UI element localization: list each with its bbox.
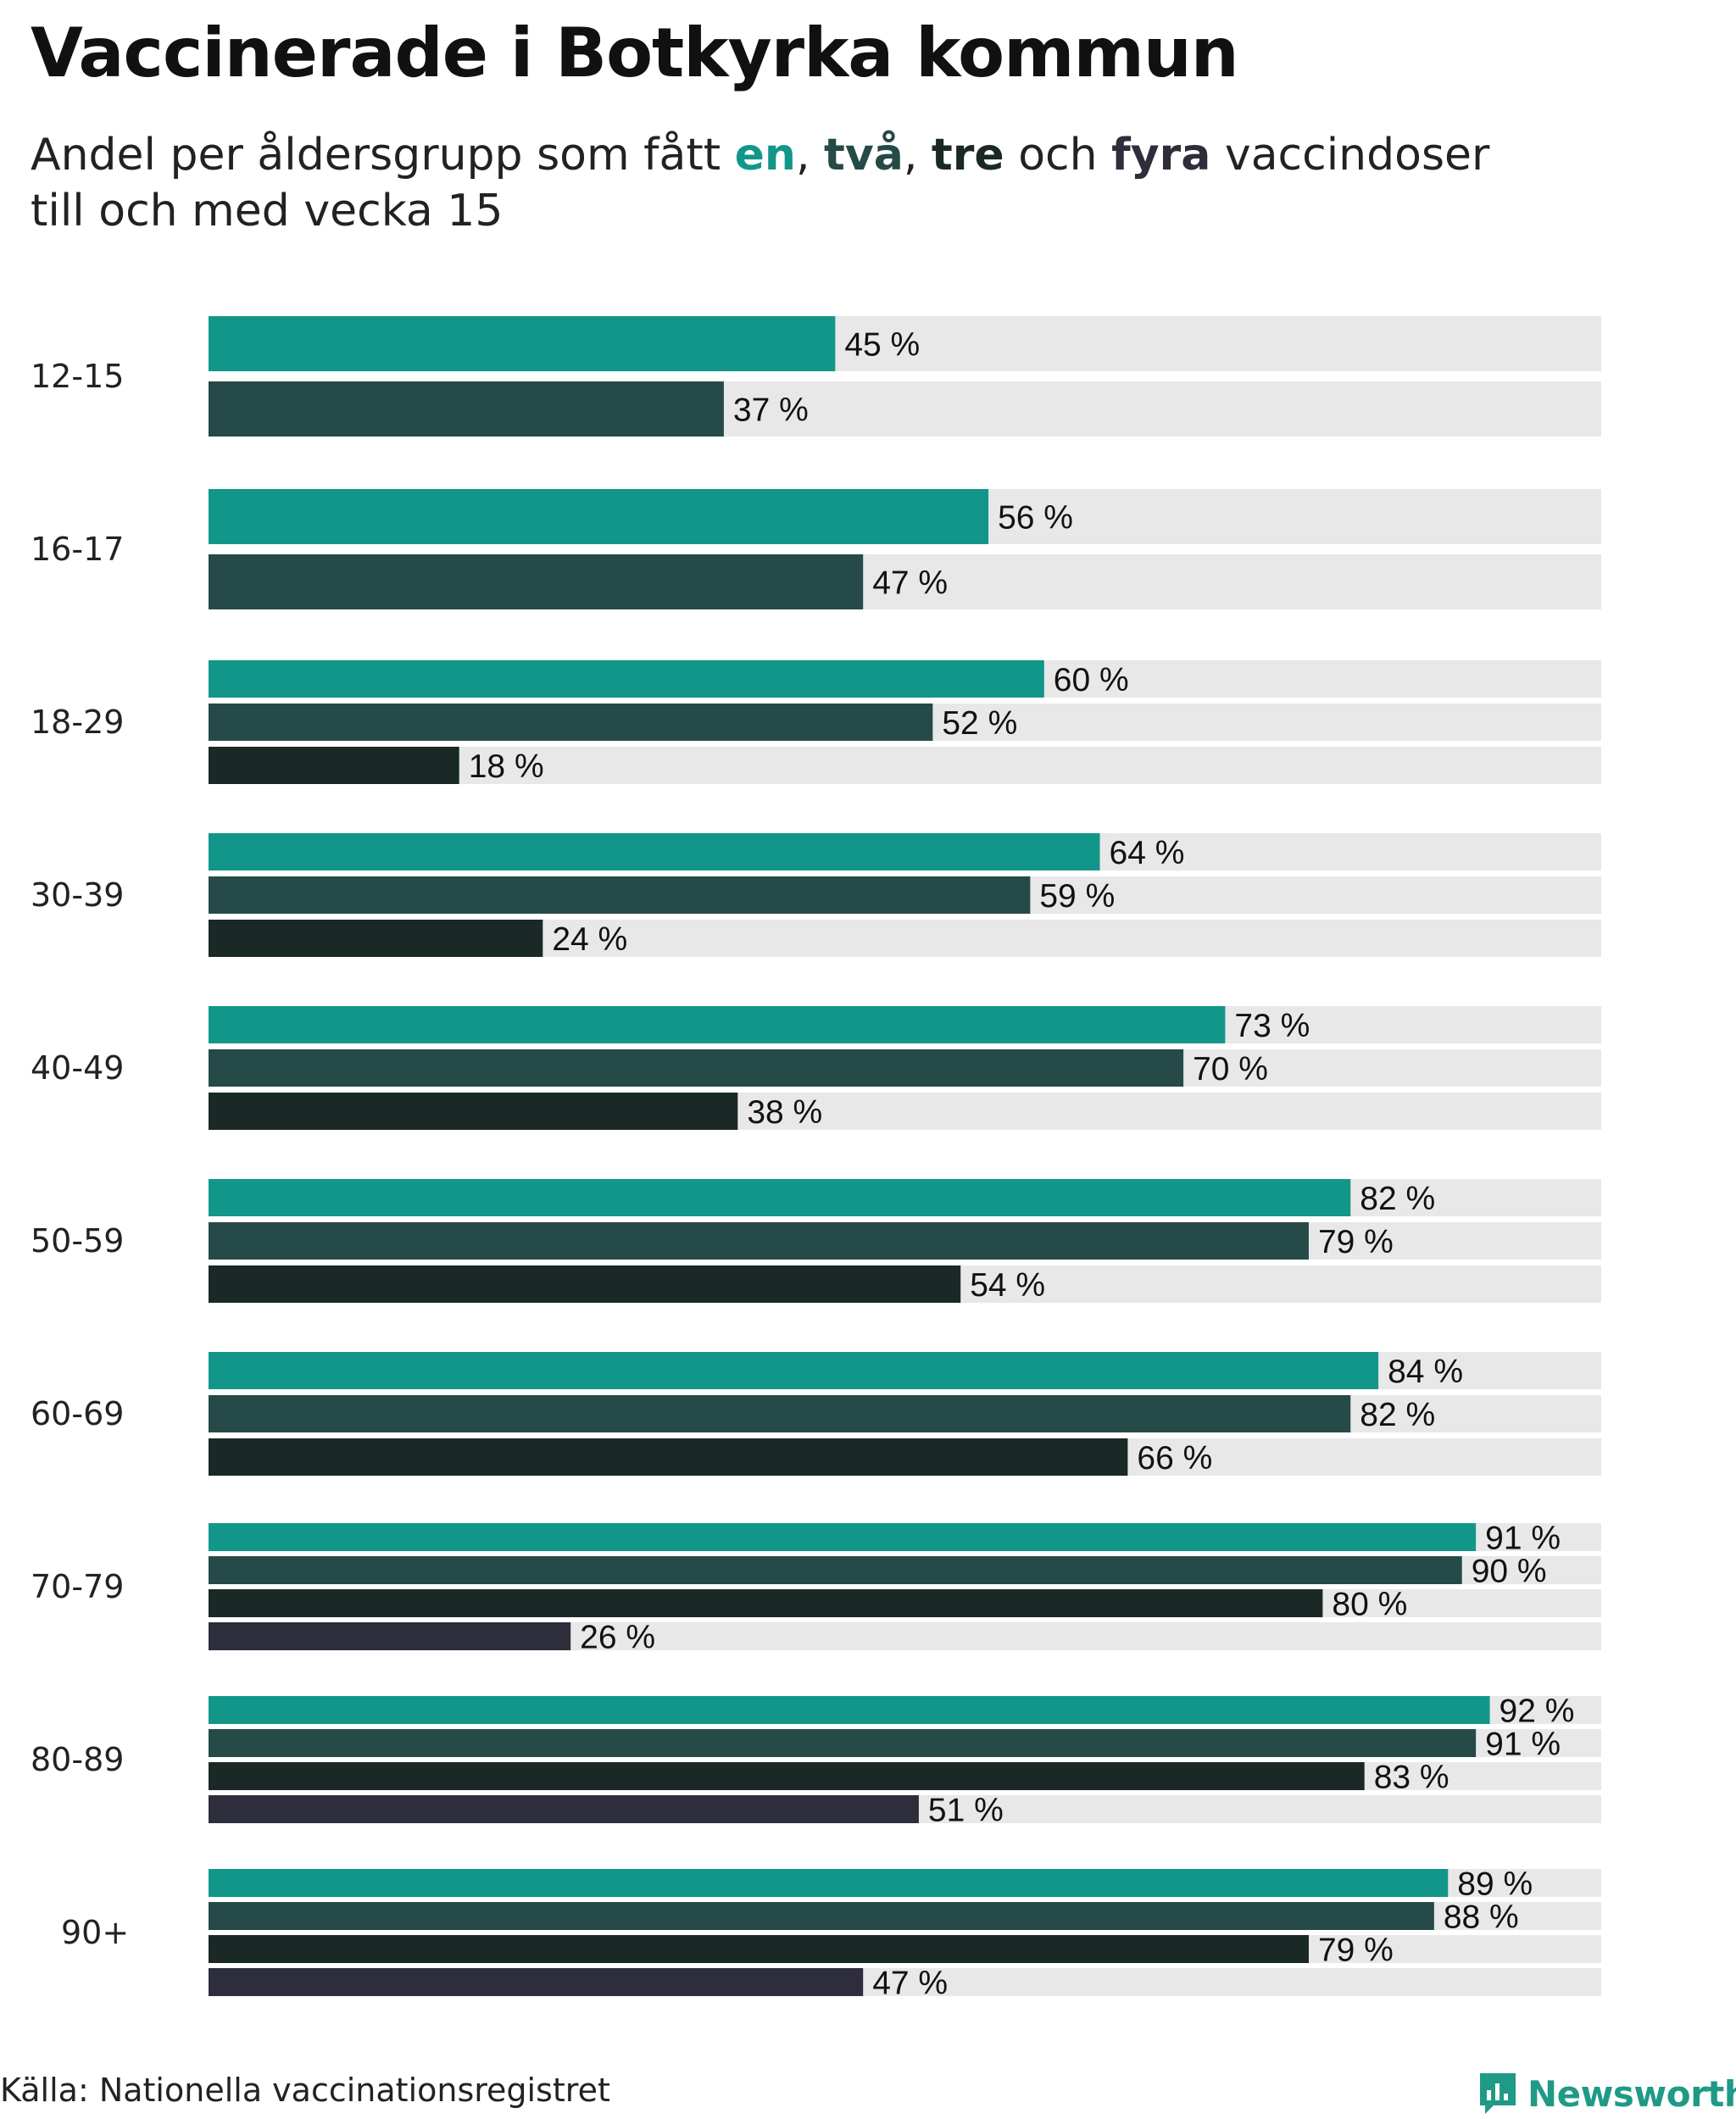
bar-två: [209, 1049, 1184, 1087]
bar-en: [209, 1696, 1490, 1724]
bar-value-label: 73 %: [1234, 1008, 1310, 1044]
source-note: Källa: Nationella vaccinationsregistret: [0, 2072, 610, 2109]
subtitle-prefix: Andel per åldersgrupp som fått: [31, 130, 735, 181]
legend-dose-fyra: fyra: [1111, 130, 1211, 181]
bar-value-label: 82 %: [1360, 1397, 1435, 1433]
bar-en: [209, 833, 1100, 870]
bar-en: [209, 1869, 1449, 1897]
bar-value-label: 56 %: [998, 500, 1073, 537]
bar-value-label: 59 %: [1039, 878, 1115, 915]
bar-en: [209, 1523, 1477, 1551]
bar-två: [209, 704, 933, 741]
age-group-label: 70-79: [31, 1568, 124, 1605]
bar-tre: [209, 1589, 1323, 1617]
subtitle-suffix: vaccindoser: [1210, 130, 1490, 181]
bar-value-label: 51 %: [928, 1793, 1004, 1829]
chart-subtitle: Andel per åldersgrupp som fått en, två, …: [31, 127, 1489, 239]
subtitle-separator: och: [1004, 130, 1112, 181]
age-group-label: 30-39: [31, 876, 124, 914]
age-group-label: 80-89: [31, 1741, 124, 1778]
subtitle-line-2: till och med vecka 15: [31, 186, 504, 236]
bar-value-label: 45 %: [844, 327, 920, 364]
bar-value-label: 24 %: [552, 921, 627, 958]
bar-två: [209, 554, 864, 609]
bar-en: [209, 489, 989, 544]
bar-fyra: [209, 1795, 919, 1823]
bar-en: [209, 660, 1044, 698]
bar-value-label: 83 %: [1374, 1760, 1449, 1796]
newsworthy-logo-icon: [1480, 2073, 1516, 2114]
bar-value-label: 88 %: [1444, 1899, 1519, 1936]
chart-title: Vaccinerade i Botkyrka kommun: [31, 14, 1239, 92]
age-group-label: 18-29: [31, 704, 124, 741]
bar-value-label: 91 %: [1485, 1521, 1561, 1557]
bar-två: [209, 1729, 1477, 1757]
bar-tre: [209, 1265, 961, 1303]
bar-två: [209, 1395, 1351, 1432]
bar-en: [209, 1006, 1226, 1043]
bar-tre: [209, 1438, 1128, 1476]
bar-value-label: 18 %: [469, 748, 544, 785]
bar-tre: [209, 747, 459, 784]
bar-value-label: 70 %: [1193, 1051, 1268, 1087]
bar-value-label: 80 %: [1332, 1587, 1407, 1623]
bar-tre: [209, 1935, 1309, 1963]
bar-value-label: 47 %: [872, 1966, 948, 2002]
bar-två: [209, 1902, 1434, 1930]
subtitle-separator: ,: [795, 130, 825, 181]
bar-två: [209, 1556, 1462, 1584]
bar-tre: [209, 1093, 738, 1130]
bar-value-label: 82 %: [1360, 1181, 1435, 1217]
bar-value-label: 66 %: [1137, 1440, 1212, 1477]
bar-tre: [209, 1762, 1365, 1790]
bar-value-label: 89 %: [1457, 1866, 1533, 1903]
subtitle-separator: ,: [903, 130, 932, 181]
legend-dose-tre: tre: [931, 130, 1004, 181]
bar-två: [209, 876, 1031, 914]
bar-value-label: 90 %: [1472, 1554, 1547, 1590]
bar-value-label: 37 %: [733, 392, 809, 429]
age-group-label: 12-15: [31, 358, 124, 395]
bar-en: [209, 316, 836, 371]
bar-två: [209, 1222, 1309, 1260]
brand-name: Newsworthy: [1527, 2072, 1736, 2115]
bar-value-label: 52 %: [942, 705, 1017, 742]
bar-value-label: 38 %: [747, 1094, 822, 1131]
bar-value-label: 54 %: [970, 1267, 1045, 1304]
bar-en: [209, 1179, 1351, 1216]
age-group-label: 16-17: [31, 531, 124, 568]
bar-value-label: 26 %: [580, 1620, 655, 1656]
bar-value-label: 91 %: [1485, 1727, 1561, 1763]
bar-tre: [209, 920, 543, 957]
bar-två: [209, 381, 724, 437]
brand-logo: Newsworthy: [1477, 2070, 1736, 2117]
bar-en: [209, 1352, 1379, 1389]
bar-value-label: 84 %: [1388, 1354, 1463, 1390]
bar-value-label: 79 %: [1318, 1933, 1394, 1969]
bar-fyra: [209, 1968, 864, 1996]
age-group-label: 90+: [61, 1914, 129, 1951]
age-group-label: 40-49: [31, 1049, 124, 1087]
legend-dose-en: en: [734, 130, 796, 181]
bar-value-label: 64 %: [1110, 835, 1185, 871]
bar-value-label: 92 %: [1500, 1694, 1575, 1730]
bar-value-label: 47 %: [872, 565, 948, 602]
bar-value-label: 60 %: [1054, 662, 1129, 698]
age-group-label: 60-69: [31, 1395, 124, 1432]
age-group-label: 50-59: [31, 1222, 124, 1260]
bar-value-label: 79 %: [1318, 1224, 1394, 1260]
bar-fyra: [209, 1622, 571, 1650]
legend-dose-tva: två: [824, 130, 904, 181]
